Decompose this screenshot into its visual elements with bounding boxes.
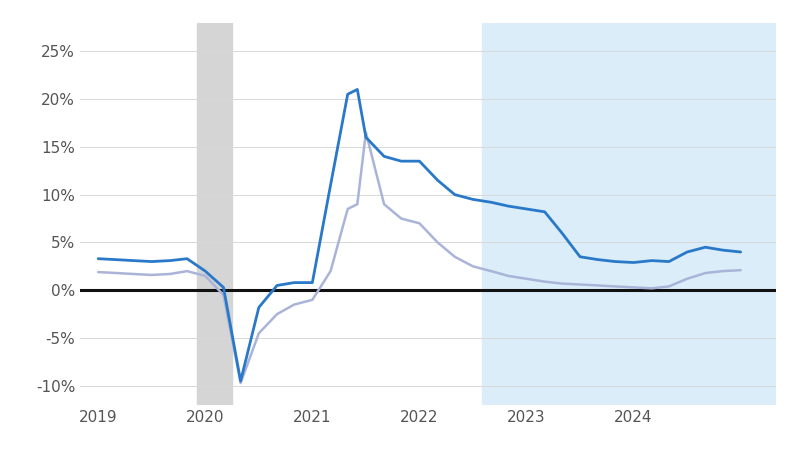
- Bar: [482, 22, 776, 405]
- Bar: [197, 22, 232, 405]
